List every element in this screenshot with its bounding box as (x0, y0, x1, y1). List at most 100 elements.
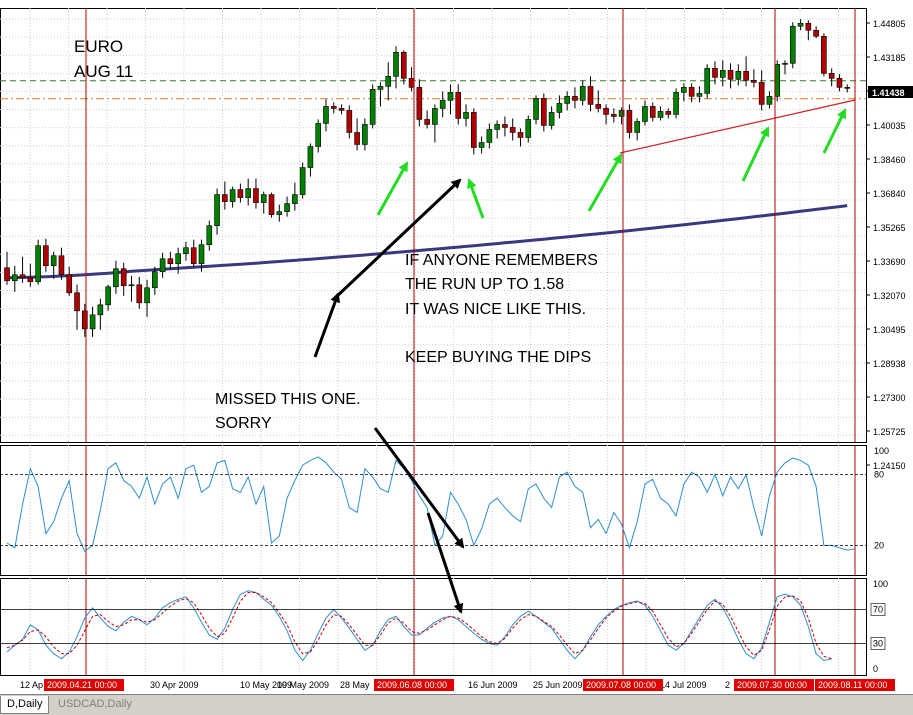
x-tick-label: 10 May 2009 (240, 680, 292, 690)
candle-body-up (128, 284, 135, 287)
candle-body-up (673, 92, 679, 115)
candle-body-down (19, 274, 26, 279)
candle-body-up (175, 253, 181, 265)
candle (113, 260, 119, 294)
candle (19, 256, 26, 283)
stoch2-level-label: 70 (873, 605, 883, 615)
candle-body-down (338, 108, 345, 111)
y-tick-label: 1.30495 (873, 325, 906, 335)
candle-body-up (447, 92, 454, 101)
candle-body-down (82, 310, 88, 330)
y-tick-label: 1.43185 (873, 53, 906, 63)
tab-usdcad-chart[interactable]: USDCAD,Daily (58, 698, 132, 710)
candle (260, 191, 267, 214)
candle-body-down (120, 268, 127, 287)
price-chart[interactable]: 1.44805 1.43185 1.41438 1.40035 1.38460 1.368… (0, 0, 913, 694)
candle-body-up (696, 93, 703, 97)
candle (789, 22, 796, 69)
candle (673, 88, 679, 119)
candle (712, 61, 718, 85)
candle (556, 95, 563, 119)
chart-tab-bar: D,Daily USDCAD,Daily (0, 694, 913, 715)
y-tick-label: 1.33690 (873, 257, 906, 267)
candle-body-down (167, 258, 174, 265)
candle-body-up (393, 51, 399, 77)
candle-body-down (595, 104, 602, 109)
candle (175, 247, 181, 274)
candle-body-down (190, 247, 197, 265)
candle-body-up (432, 108, 438, 125)
candle (649, 102, 656, 122)
missed-line1: MISSED THIS ONE. (215, 391, 361, 408)
candle-body-down (222, 194, 228, 202)
candle-body-up (152, 271, 158, 289)
candle-body-up (362, 124, 368, 145)
candle-body-up (533, 98, 539, 120)
candle (268, 192, 275, 218)
candle-body-down (836, 78, 843, 88)
candle-body-up (105, 286, 111, 306)
candle-body-up (292, 194, 298, 204)
candle-body-down (354, 132, 360, 145)
candle-body-up (789, 25, 796, 64)
candle (564, 91, 570, 111)
candle-body-down (665, 111, 672, 115)
candle-body-down (502, 124, 508, 128)
candle (136, 276, 143, 309)
stochastic2-k-line (6, 590, 832, 662)
x-tick-label: 14 Jul 2009 (660, 680, 707, 690)
buy-dips-line3: IT WAS NICE LIKE THIS. (405, 301, 586, 318)
candle-body-up (206, 225, 213, 245)
candle (408, 67, 415, 92)
candle (743, 56, 749, 87)
candle-body-down (541, 98, 547, 126)
candle (43, 238, 49, 272)
candle-body-down (821, 35, 827, 74)
candle (821, 33, 827, 77)
candle (579, 80, 586, 106)
stoch2-level-label: 0 (873, 664, 878, 674)
candle-body-up (276, 211, 283, 215)
candle-body-up (50, 255, 57, 267)
candle-body-down (626, 110, 633, 133)
candle-body-down (58, 255, 65, 276)
candle-body-up (486, 129, 493, 143)
candle-body-up (214, 194, 220, 226)
candle (704, 64, 711, 99)
panel-frame (0, 578, 867, 676)
candle (735, 64, 742, 86)
date-marker-box (583, 679, 663, 691)
candle (159, 252, 166, 278)
candle (548, 106, 555, 130)
tab-active-chart[interactable]: D,Daily (0, 696, 50, 714)
candle-body-up (198, 244, 205, 265)
date-marker-label: 2009.07.30 00:00 (737, 680, 807, 690)
date-marker-label: 2009.07.08 00:00 (586, 680, 656, 690)
candle-body-down (4, 267, 10, 282)
green-arrow (467, 178, 485, 219)
stoch-level-label: 100 (874, 446, 889, 456)
candle (688, 83, 695, 103)
candle (338, 104, 345, 115)
candle-body-up (369, 89, 376, 125)
candle (292, 182, 298, 211)
y-tick-label: 1.36840 (873, 189, 906, 199)
stochastic2-d-line (6, 592, 832, 660)
candle (152, 266, 158, 295)
panel-frame (0, 8, 867, 443)
candle (222, 181, 228, 210)
candle-body-up (113, 268, 119, 288)
current-price-label: 1.41438 (872, 88, 905, 98)
candle-body-down (517, 132, 524, 138)
candle-body-up (89, 314, 96, 330)
candle-body-up (704, 68, 711, 94)
candle-body-down (844, 87, 851, 89)
candle (393, 46, 399, 89)
candle-body-up (618, 110, 625, 117)
candle (50, 251, 57, 279)
candle-body-up (97, 304, 104, 316)
black-arrow (373, 427, 465, 549)
candle (35, 239, 41, 285)
candle (4, 251, 10, 285)
